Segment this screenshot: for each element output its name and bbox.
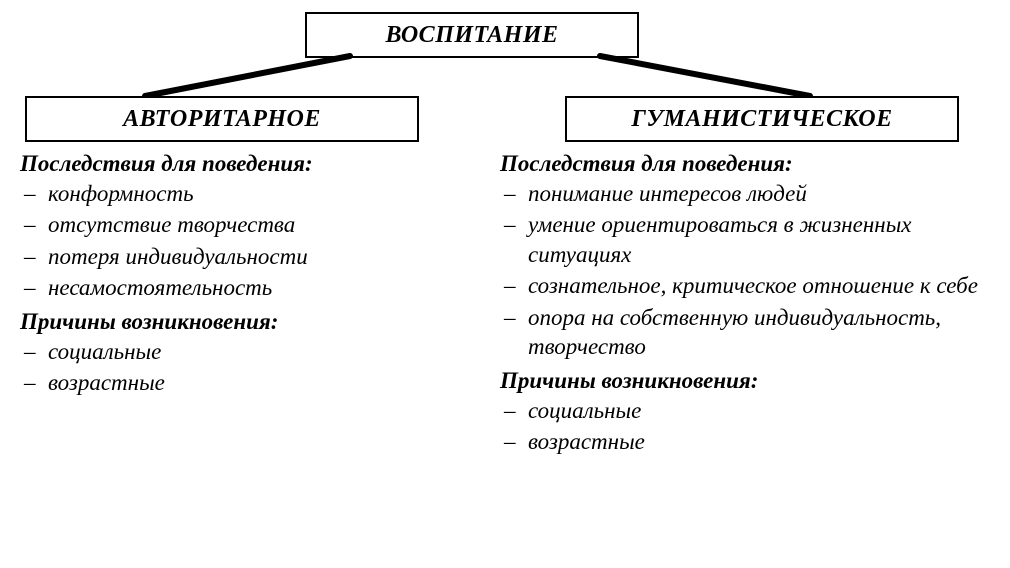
list-item: потеря индивидуальности	[20, 242, 500, 271]
section-title: Последствия для поведения:	[20, 151, 500, 177]
branch-content-authoritarian: Последствия для поведения: конформность …	[20, 145, 500, 404]
list-item: несамостоятельность	[20, 273, 500, 302]
item-list: социальные возрастные	[500, 396, 980, 457]
item-list: конформность отсутствие творчества потер…	[20, 179, 500, 303]
list-item: возрастные	[20, 368, 500, 397]
list-item: социальные	[500, 396, 980, 425]
list-item: конформность	[20, 179, 500, 208]
branch-box-humanistic: ГУМАНИСТИЧЕСКОЕ	[565, 96, 959, 142]
list-item: опора на собственную индивидуальность, т…	[500, 303, 980, 362]
section-title: Причины возникновения:	[500, 368, 980, 394]
section-title: Причины возникновения:	[20, 309, 500, 335]
list-item: сознательное, критическое отношение к се…	[500, 271, 980, 300]
list-item: понимание интересов людей	[500, 179, 980, 208]
list-item: социальные	[20, 337, 500, 366]
list-item: умение ориентироваться в жизненных ситуа…	[500, 210, 980, 269]
section-title: Последствия для поведения:	[500, 151, 980, 177]
list-item: возрастные	[500, 427, 980, 456]
branch-box-authoritarian: АВТОРИТАРНОЕ	[25, 96, 419, 142]
root-box: ВОСПИТАНИЕ	[305, 12, 639, 58]
branch-content-humanistic: Последствия для поведения: понимание инт…	[500, 145, 980, 463]
item-list: социальные возрастные	[20, 337, 500, 398]
list-item: отсутствие творчества	[20, 210, 500, 239]
upbringing-diagram: ВОСПИТАНИЕ АВТОРИТАРНОЕ ГУМАНИСТИЧЕСКОЕ …	[10, 10, 1000, 558]
item-list: понимание интересов людей умение ориенти…	[500, 179, 980, 362]
